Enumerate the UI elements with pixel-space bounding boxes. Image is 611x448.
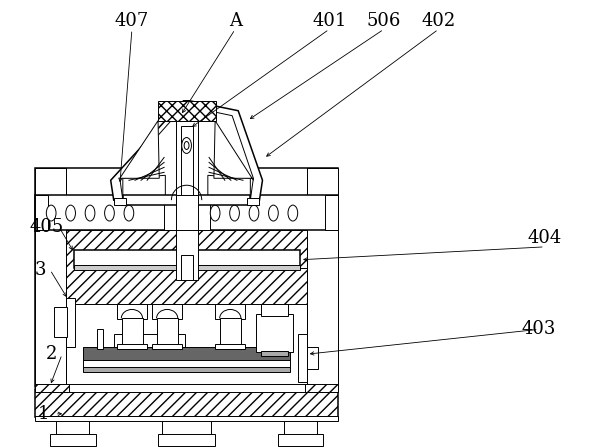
Bar [176, 195, 197, 230]
Text: 2: 2 [45, 345, 57, 363]
Bar [35, 389, 338, 417]
Polygon shape [111, 101, 263, 200]
Bar [97, 329, 103, 349]
Circle shape [249, 205, 259, 221]
Circle shape [46, 205, 56, 221]
Bar [307, 347, 318, 369]
Polygon shape [123, 175, 166, 200]
Circle shape [104, 205, 114, 221]
Circle shape [210, 205, 220, 221]
Bar [114, 334, 185, 348]
Text: 1: 1 [38, 405, 49, 423]
Circle shape [124, 205, 134, 221]
Bar [35, 168, 338, 387]
Bar [215, 344, 246, 349]
Circle shape [269, 205, 278, 221]
Bar [83, 360, 290, 368]
Bar [54, 307, 67, 337]
Bar [158, 101, 216, 121]
Bar [35, 195, 48, 230]
Bar [262, 351, 288, 356]
Bar [307, 168, 338, 387]
Bar [114, 198, 126, 205]
Text: 404: 404 [528, 229, 562, 247]
Text: 402: 402 [422, 12, 456, 30]
Bar [298, 334, 307, 382]
Circle shape [66, 205, 76, 221]
Circle shape [230, 205, 240, 221]
Bar [67, 230, 307, 305]
Bar [122, 319, 143, 348]
Bar [158, 434, 215, 446]
Bar [50, 434, 95, 446]
Bar [325, 195, 338, 230]
Circle shape [181, 138, 191, 154]
Polygon shape [208, 175, 251, 200]
Bar [180, 125, 192, 195]
Bar [284, 414, 317, 435]
Bar [220, 319, 241, 348]
Bar [257, 314, 293, 352]
Bar [117, 305, 147, 319]
Text: 403: 403 [522, 320, 556, 338]
Bar [215, 305, 246, 319]
Text: 506: 506 [367, 12, 401, 30]
Circle shape [184, 142, 189, 150]
Bar [305, 384, 338, 392]
Bar [35, 384, 338, 392]
Bar [152, 305, 182, 319]
Bar [262, 305, 288, 316]
Text: 407: 407 [115, 12, 149, 30]
Bar [35, 195, 338, 230]
Bar [83, 347, 290, 361]
Bar [163, 414, 211, 435]
Bar [83, 367, 290, 372]
Polygon shape [120, 121, 159, 178]
Bar [176, 121, 197, 200]
Polygon shape [214, 121, 254, 180]
Bar [35, 168, 67, 387]
Bar [247, 198, 260, 205]
Circle shape [85, 205, 95, 221]
Bar [75, 265, 300, 270]
Bar [180, 255, 192, 280]
Bar [67, 297, 76, 347]
Circle shape [288, 205, 298, 221]
Bar [176, 230, 197, 280]
Bar [35, 416, 338, 421]
Text: 405: 405 [30, 218, 64, 236]
Bar [157, 319, 178, 348]
Text: A: A [229, 12, 242, 30]
Bar [277, 434, 323, 446]
Text: 401: 401 [312, 12, 346, 30]
Bar [35, 384, 69, 392]
Bar [117, 344, 147, 349]
Bar [152, 344, 182, 349]
Bar [164, 195, 210, 230]
Bar [170, 168, 203, 200]
Text: 3: 3 [35, 261, 46, 279]
Bar [123, 195, 251, 205]
Bar [56, 414, 89, 435]
Bar [75, 250, 300, 268]
